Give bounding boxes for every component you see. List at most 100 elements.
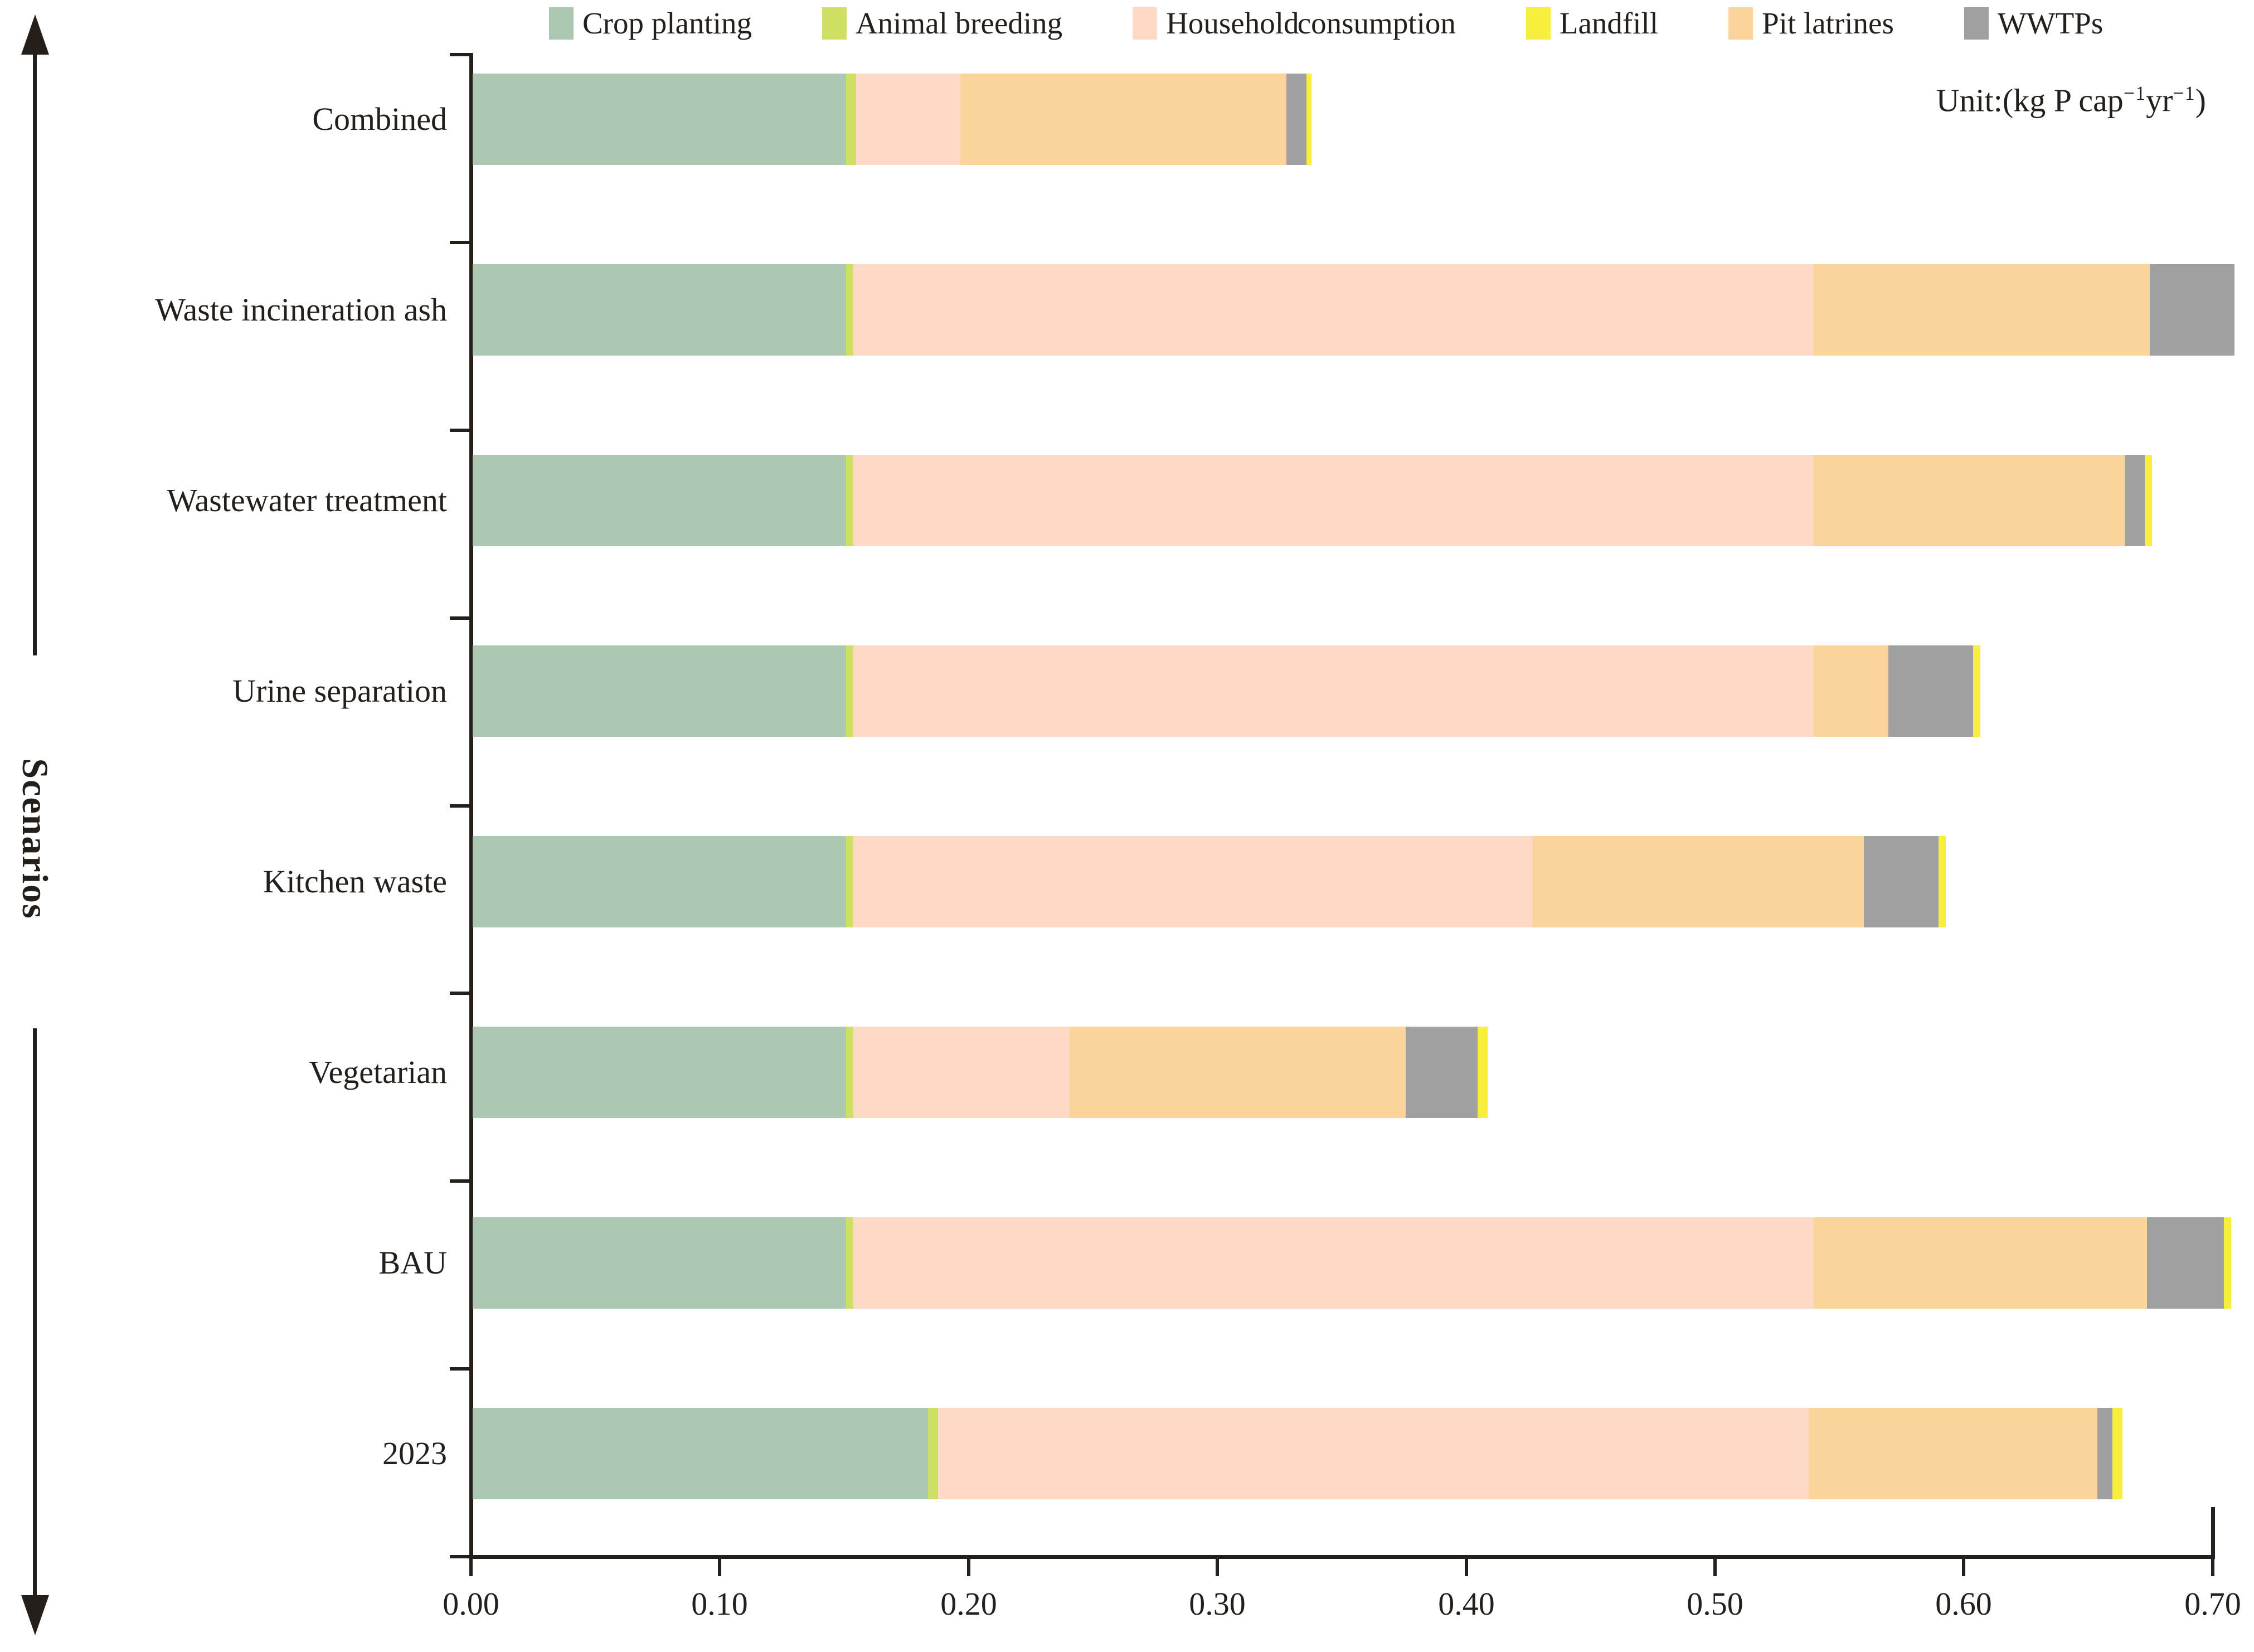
bar-segment-combined-landfill bbox=[1306, 74, 1311, 165]
y-tick bbox=[450, 1179, 471, 1183]
bar-segment-wastewater-treatment-pit-latrines bbox=[1814, 455, 2125, 546]
y-tick bbox=[450, 804, 471, 808]
bar-segment-2023-landfill bbox=[2112, 1408, 2122, 1499]
bar-segment-urine-separation-household-consumption bbox=[853, 645, 1814, 737]
x-tick bbox=[1962, 1555, 1965, 1576]
legend-item-animal-breeding: Animal breeding bbox=[822, 6, 1062, 41]
legend-swatch-crop-planting bbox=[549, 7, 574, 40]
legend-label-wwtps: WWTPs bbox=[1997, 6, 2104, 40]
bar-row-urine-separation bbox=[473, 645, 1980, 737]
legend-swatch-pit-latrines bbox=[1728, 7, 1753, 40]
x-tick bbox=[1465, 1555, 1468, 1576]
legend: Crop planting Animal breeding Household co… bbox=[549, 6, 2103, 41]
unit-text: Unit:(kg P cap bbox=[1936, 82, 2124, 119]
bar-segment-bau-pit-latrines bbox=[1814, 1217, 2147, 1309]
bar-segment-2023-wwtps bbox=[2097, 1408, 2112, 1499]
bar-segment-waste-incineration-ash-animal-breeding bbox=[846, 264, 853, 356]
unit-text: yr bbox=[2146, 82, 2173, 119]
bar-row-bau bbox=[473, 1217, 2231, 1309]
bar-segment-2023-crop-planting bbox=[473, 1408, 928, 1499]
category-label-vegetarian: Vegetarian bbox=[309, 1054, 447, 1090]
legend-label-pit-latrines: Pit latrines bbox=[1762, 6, 1894, 40]
category-label-2023: 2023 bbox=[382, 1435, 447, 1471]
x-tick-label-0-50: 0.50 bbox=[1687, 1586, 1743, 1622]
bar-segment-bau-household-consumption bbox=[853, 1217, 1814, 1309]
legend-swatch-landfill bbox=[1526, 7, 1551, 40]
legend-swatch-animal-breeding bbox=[822, 7, 847, 40]
legend-item-crop-planting: Crop planting bbox=[549, 6, 752, 41]
category-label-wastewater-treatment: Wastewater treatment bbox=[167, 482, 447, 518]
x-tick bbox=[718, 1555, 721, 1576]
bar-segment-wastewater-treatment-animal-breeding bbox=[846, 455, 853, 546]
legend-item-household-consumption: Household consumption bbox=[1133, 6, 1456, 41]
bar-segment-2023-household-consumption bbox=[938, 1408, 1809, 1499]
bar-segment-waste-incineration-ash-crop-planting bbox=[473, 264, 846, 356]
bar-row-waste-incineration-ash bbox=[473, 264, 2234, 356]
category-label-urine-separation: Urine separation bbox=[232, 673, 447, 709]
bar-segment-combined-household-consumption bbox=[856, 74, 960, 165]
bar-segment-vegetarian-landfill bbox=[1478, 1027, 1488, 1118]
bar-segment-combined-wwtps bbox=[1286, 74, 1306, 165]
bar-segment-urine-separation-pit-latrines bbox=[1814, 645, 1888, 737]
x-tick-label-0-10: 0.10 bbox=[691, 1586, 748, 1622]
bar-segment-wastewater-treatment-wwtps bbox=[2125, 455, 2145, 546]
bar-segment-waste-incineration-ash-wwtps bbox=[2150, 264, 2234, 356]
bar-row-2023 bbox=[473, 1408, 2122, 1499]
bar-segment-wastewater-treatment-household-consumption bbox=[853, 455, 1814, 546]
legend-label-landfill: Landfill bbox=[1559, 6, 1659, 40]
unit-superscript: −1 bbox=[2173, 82, 2195, 104]
x-tick bbox=[1216, 1555, 1219, 1576]
category-label-bau: BAU bbox=[378, 1245, 447, 1281]
y-axis-spine bbox=[469, 53, 473, 1558]
bar-segment-urine-separation-animal-breeding bbox=[846, 645, 853, 737]
category-label-waste-incineration-ash: Waste incineration ash bbox=[155, 291, 447, 328]
legend-swatch-household-consumption bbox=[1133, 7, 1158, 40]
arrow-down-icon bbox=[21, 1595, 49, 1635]
y-axis-title: Scenarios bbox=[8, 741, 61, 936]
bar-row-vegetarian bbox=[473, 1027, 1488, 1118]
arrow-up-icon bbox=[21, 14, 49, 55]
bar-segment-kitchen-waste-animal-breeding bbox=[846, 836, 853, 927]
bar-segment-combined-crop-planting bbox=[473, 74, 846, 165]
bar-segment-wastewater-treatment-landfill bbox=[2145, 455, 2152, 546]
scenarios-arrow-line-top bbox=[33, 48, 37, 655]
bar-segment-kitchen-waste-pit-latrines bbox=[1533, 836, 1864, 927]
bar-segment-bau-crop-planting bbox=[473, 1217, 846, 1309]
bar-segment-kitchen-waste-household-consumption bbox=[853, 836, 1533, 927]
x-tick-label-0-30: 0.30 bbox=[1189, 1586, 1246, 1622]
legend-item-landfill: Landfill bbox=[1526, 6, 1658, 41]
bar-segment-2023-animal-breeding bbox=[928, 1408, 938, 1499]
x-tick-label-0-70: 0.70 bbox=[2184, 1586, 2241, 1622]
bar-segment-waste-incineration-ash-pit-latrines bbox=[1814, 264, 2150, 356]
bar-row-kitchen-waste bbox=[473, 836, 1946, 927]
legend-label-household-consumption: Household consumption bbox=[1166, 6, 1456, 40]
x-tick-label-0-40: 0.40 bbox=[1438, 1586, 1495, 1622]
x-axis-end-stub bbox=[2211, 1507, 2215, 1556]
bar-segment-2023-pit-latrines bbox=[1809, 1408, 2097, 1499]
legend-label-crop-planting: Crop planting bbox=[582, 6, 752, 40]
bar-segment-vegetarian-animal-breeding bbox=[846, 1027, 853, 1118]
bar-row-wastewater-treatment bbox=[473, 455, 2152, 546]
legend-swatch-wwtps bbox=[1964, 7, 1989, 40]
bar-segment-vegetarian-crop-planting bbox=[473, 1027, 846, 1118]
x-tick bbox=[469, 1555, 473, 1576]
x-axis-spine bbox=[469, 1555, 2215, 1559]
bar-segment-bau-landfill bbox=[2224, 1217, 2231, 1309]
bar-segment-kitchen-waste-wwtps bbox=[1864, 836, 1939, 927]
category-label-kitchen-waste: Kitchen waste bbox=[263, 863, 447, 900]
bar-row-combined bbox=[473, 74, 1311, 165]
x-tick-label-0-60: 0.60 bbox=[1935, 1586, 1992, 1622]
x-tick bbox=[967, 1555, 970, 1576]
y-tick bbox=[450, 429, 471, 432]
y-tick bbox=[450, 1555, 471, 1558]
bar-segment-urine-separation-wwtps bbox=[1888, 645, 1973, 737]
y-tick bbox=[450, 616, 471, 620]
legend-item-wwtps: WWTPs bbox=[1964, 6, 2103, 41]
category-label-combined: Combined bbox=[312, 101, 447, 137]
y-tick bbox=[450, 992, 471, 995]
legend-item-pit-latrines: Pit latrines bbox=[1728, 6, 1894, 41]
legend-label-animal-breeding: Animal breeding bbox=[856, 6, 1063, 40]
unit-text: ) bbox=[2195, 82, 2206, 119]
y-tick bbox=[450, 1367, 471, 1371]
bar-segment-urine-separation-crop-planting bbox=[473, 645, 846, 737]
